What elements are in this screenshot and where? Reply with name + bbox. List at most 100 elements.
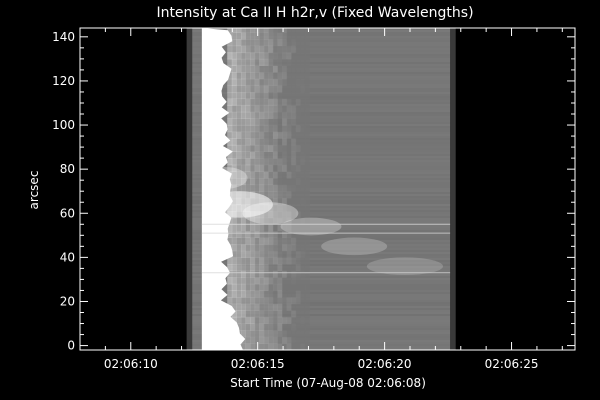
image-halo-cell bbox=[236, 323, 242, 331]
image-halo-cell bbox=[245, 230, 251, 239]
image-halo-cell bbox=[272, 125, 278, 133]
image-halo-cell bbox=[277, 45, 283, 53]
image-halo-cell bbox=[240, 230, 247, 239]
image-halo-cell bbox=[263, 151, 269, 159]
image-halo-cell bbox=[236, 45, 242, 53]
image-halo-cell bbox=[295, 283, 301, 291]
image-halo-cell bbox=[245, 72, 251, 80]
image-halo-cell bbox=[291, 336, 297, 344]
image-halo-cell bbox=[272, 52, 278, 60]
image-row-texture bbox=[192, 190, 451, 192]
image-halo-cell bbox=[304, 217, 310, 225]
image-row-texture bbox=[192, 300, 451, 302]
image-halo-cell bbox=[240, 32, 247, 40]
image-halo-cell bbox=[295, 45, 301, 53]
image-halo-cell bbox=[227, 151, 233, 159]
image-halo-cell bbox=[272, 158, 278, 166]
image-row-texture bbox=[192, 154, 451, 156]
image-row-texture bbox=[192, 224, 451, 226]
image-row-texture bbox=[192, 76, 451, 78]
image-halo-cell bbox=[263, 290, 269, 298]
image-halo-cell bbox=[295, 244, 301, 252]
image-halo-cell bbox=[272, 270, 278, 278]
image-halo-cell bbox=[259, 297, 265, 305]
y-tick-label: 140 bbox=[52, 30, 75, 44]
image-halo-cell bbox=[282, 164, 288, 172]
image-row-texture bbox=[192, 188, 451, 190]
image-halo-cell bbox=[236, 85, 242, 93]
image-row-texture bbox=[192, 114, 451, 116]
image-halo-cell bbox=[300, 224, 306, 232]
image-halo-cell bbox=[286, 105, 292, 113]
image-halo-cell bbox=[231, 52, 237, 60]
image-halo-cell bbox=[245, 125, 251, 133]
image-halo-cell bbox=[245, 164, 251, 172]
image-halo-cell bbox=[227, 277, 233, 285]
image-halo-cell bbox=[295, 224, 301, 232]
image-row-texture bbox=[192, 324, 451, 326]
image-halo-cell bbox=[300, 283, 306, 291]
image-row-texture bbox=[192, 280, 451, 282]
image-row-texture bbox=[192, 102, 451, 104]
image-halo-cell bbox=[291, 197, 297, 205]
image-halo-cell bbox=[259, 164, 265, 172]
image-halo-cell bbox=[291, 330, 297, 338]
image-halo-cell bbox=[245, 336, 251, 344]
image-halo-cell bbox=[282, 85, 288, 93]
image-halo-cell bbox=[245, 330, 251, 338]
image-halo-cell bbox=[254, 72, 260, 80]
image-halo-cell bbox=[286, 144, 292, 153]
image-halo-cell bbox=[282, 310, 288, 318]
image-halo-cell bbox=[272, 28, 278, 33]
image-row-texture bbox=[192, 328, 451, 330]
image-halo-cell bbox=[277, 164, 283, 172]
image-halo-cell bbox=[231, 32, 237, 40]
image-halo-cell bbox=[282, 336, 288, 344]
image-halo-cell bbox=[245, 184, 251, 192]
image-halo-cell bbox=[240, 290, 247, 298]
image-halo-cell bbox=[304, 138, 310, 146]
image-halo-cell bbox=[254, 303, 260, 311]
image-halo-cell bbox=[263, 250, 269, 258]
image-halo-cell bbox=[245, 32, 251, 40]
image-halo-cell bbox=[236, 250, 242, 258]
image-row-texture bbox=[192, 82, 451, 84]
image-halo-cell bbox=[282, 91, 288, 100]
image-halo-cell bbox=[282, 290, 288, 298]
image-halo-cell bbox=[295, 250, 301, 258]
image-halo-cell bbox=[227, 52, 233, 60]
image-halo-cell bbox=[300, 98, 306, 106]
image-halo-cell bbox=[254, 52, 260, 60]
image-halo-cell bbox=[272, 290, 278, 298]
image-halo-cell bbox=[291, 244, 297, 252]
image-halo-cell bbox=[300, 164, 306, 172]
image-halo-cell bbox=[295, 217, 301, 225]
image-halo-cell bbox=[227, 290, 233, 298]
image-row-texture bbox=[192, 216, 451, 218]
image-row-texture bbox=[192, 42, 451, 44]
image-halo-cell bbox=[286, 277, 292, 285]
image-row-texture bbox=[192, 252, 451, 254]
image-halo-cell bbox=[291, 111, 297, 119]
image-halo-cell bbox=[295, 290, 301, 298]
image-halo-cell bbox=[300, 197, 306, 205]
image-halo-cell bbox=[286, 270, 292, 278]
image-halo-cell bbox=[240, 45, 247, 53]
image-halo-cell bbox=[263, 283, 269, 291]
image-row-texture bbox=[192, 284, 451, 286]
image-halo-cell bbox=[282, 330, 288, 338]
image-halo-cell bbox=[236, 39, 242, 47]
image-halo-cell bbox=[291, 164, 297, 172]
image-halo-cell bbox=[286, 158, 292, 166]
image-row-texture bbox=[192, 88, 451, 90]
image-halo-cell bbox=[291, 144, 297, 153]
image-halo-cell bbox=[254, 270, 260, 278]
image-halo-cell bbox=[282, 263, 288, 272]
image-halo-cell bbox=[277, 131, 283, 139]
image-row-texture bbox=[192, 194, 451, 196]
image-halo-cell bbox=[277, 138, 283, 146]
image-halo-cell bbox=[236, 125, 242, 133]
image-row-texture bbox=[192, 38, 451, 40]
image-halo-cell bbox=[295, 204, 301, 212]
image-halo-cell bbox=[286, 171, 292, 179]
